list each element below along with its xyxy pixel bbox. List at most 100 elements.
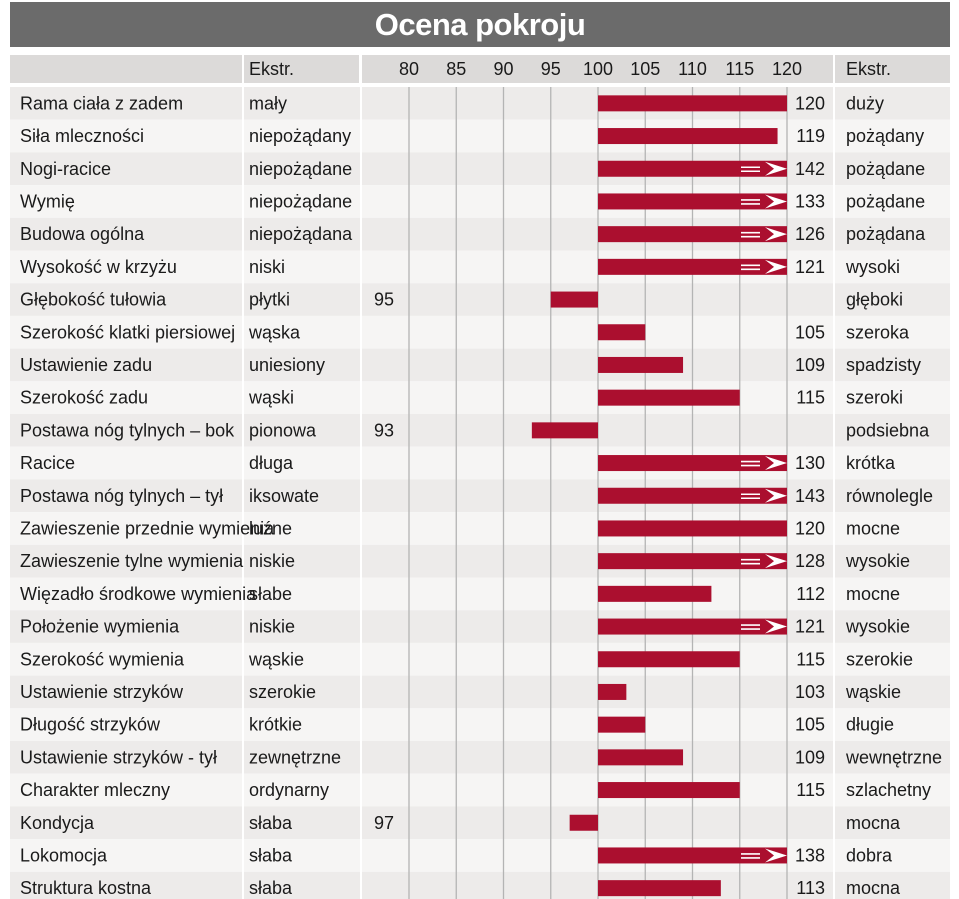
trait-label: Siła mleczności — [20, 126, 144, 146]
high-extreme-label: wysoki — [845, 257, 900, 277]
row-background — [10, 87, 950, 120]
low-extreme-label: ordynarny — [249, 780, 329, 800]
overflow-arrow-icon — [765, 161, 787, 176]
row-background — [10, 544, 950, 578]
bar — [598, 520, 787, 537]
bar — [598, 95, 787, 112]
high-extreme-label: wąskie — [845, 682, 901, 702]
low-extreme-label: pionowa — [249, 420, 317, 440]
bar — [598, 651, 740, 668]
value-label: 120 — [795, 518, 825, 538]
trait-label: Wymię — [20, 191, 75, 211]
trait-label: Postawa nóg tylnych – bok — [20, 420, 235, 440]
bar — [598, 782, 740, 799]
header-cell-scale — [362, 55, 833, 83]
bar — [531, 422, 598, 439]
bar — [598, 258, 787, 275]
high-extreme-label: szeroka — [846, 322, 910, 342]
value-label: 138 — [795, 845, 825, 865]
overflow-arrow-icon — [765, 488, 787, 503]
bar — [598, 847, 787, 864]
row-background — [10, 839, 950, 872]
value-label: 142 — [795, 159, 825, 179]
row-background — [10, 250, 950, 284]
bar — [598, 880, 721, 897]
trait-label: Budowa ogólna — [20, 224, 145, 244]
overflow-arrow-icon — [765, 227, 787, 242]
value-label: 120 — [795, 93, 825, 113]
value-label: 121 — [795, 257, 825, 277]
row-background — [10, 414, 950, 447]
value-label: 130 — [795, 453, 825, 473]
value-label: 119 — [796, 126, 825, 146]
low-extreme-label: niepożądane — [249, 159, 352, 179]
low-extreme-label: niskie — [249, 617, 295, 637]
row-background — [10, 806, 950, 840]
low-extreme-label: iksowate — [249, 486, 319, 506]
row-background — [10, 381, 950, 414]
high-extreme-label: wysokie — [845, 617, 910, 637]
overflow-arrow-icon — [765, 259, 787, 274]
value-label: 143 — [795, 486, 825, 506]
overflow-arrow-icon — [765, 554, 787, 569]
header-cell-low — [244, 55, 359, 83]
high-extreme-label: duży — [846, 93, 884, 113]
row-background — [10, 119, 950, 153]
trait-label: Głębokość tułowia — [20, 290, 167, 310]
high-extreme-label: szlachetny — [846, 780, 931, 800]
bar — [598, 128, 778, 145]
high-extreme-label: długie — [846, 715, 894, 735]
row-background — [10, 871, 950, 899]
row-background — [10, 610, 950, 643]
high-extreme-label: pożądana — [846, 224, 926, 244]
row-background — [10, 446, 950, 480]
trait-label: Struktura kostna — [20, 878, 152, 898]
value-label: 115 — [796, 780, 825, 800]
tick-label: 105 — [630, 59, 660, 79]
bar — [598, 160, 787, 177]
row-background — [10, 642, 950, 676]
row-background — [10, 675, 950, 709]
bar — [569, 814, 598, 831]
tick-label: 90 — [493, 59, 513, 79]
high-extreme-label: spadzisty — [846, 355, 921, 375]
overflow-arrow-icon — [765, 194, 787, 209]
header-left-extreme: Ekstr. — [249, 59, 294, 79]
row-background — [10, 741, 950, 774]
high-extreme-label: pożądane — [846, 159, 925, 179]
row-background — [10, 217, 950, 251]
high-extreme-label: głęboki — [846, 290, 903, 310]
value-label: 95 — [374, 290, 394, 310]
bar — [598, 226, 787, 243]
value-label: 115 — [796, 649, 825, 669]
high-extreme-label: pożądany — [846, 126, 924, 146]
row-background — [10, 152, 950, 186]
value-label: 121 — [795, 617, 825, 637]
trait-label: Szerokość klatki piersiowej — [20, 322, 235, 342]
trait-label: Ustawienie strzyków - tył — [20, 747, 217, 767]
low-extreme-label: słaba — [249, 878, 293, 898]
high-extreme-label: mocne — [846, 584, 900, 604]
high-extreme-label: mocne — [846, 518, 900, 538]
tick-label: 85 — [446, 59, 466, 79]
high-extreme-label: dobra — [846, 845, 893, 865]
row-background — [10, 773, 950, 807]
bar — [598, 585, 712, 602]
bar — [598, 553, 787, 570]
low-extreme-label: wąskie — [248, 649, 304, 669]
low-extreme-label: niepożądany — [249, 126, 351, 146]
row-background — [10, 479, 950, 513]
low-extreme-label: płytki — [249, 290, 290, 310]
trait-label: Postawa nóg tylnych – tył — [20, 486, 223, 506]
bar — [550, 291, 598, 308]
trait-label: Długość strzyków — [20, 715, 161, 735]
high-extreme-label: szerokie — [846, 649, 913, 669]
row-background — [10, 577, 950, 611]
overflow-arrow-icon — [765, 848, 787, 863]
low-extreme-label: długa — [249, 453, 294, 473]
trait-label: Nogi-racice — [20, 159, 111, 179]
low-extreme-label: niski — [249, 257, 285, 277]
trait-label: Wysokość w krzyżu — [20, 257, 177, 277]
high-extreme-label: mocna — [846, 813, 901, 833]
